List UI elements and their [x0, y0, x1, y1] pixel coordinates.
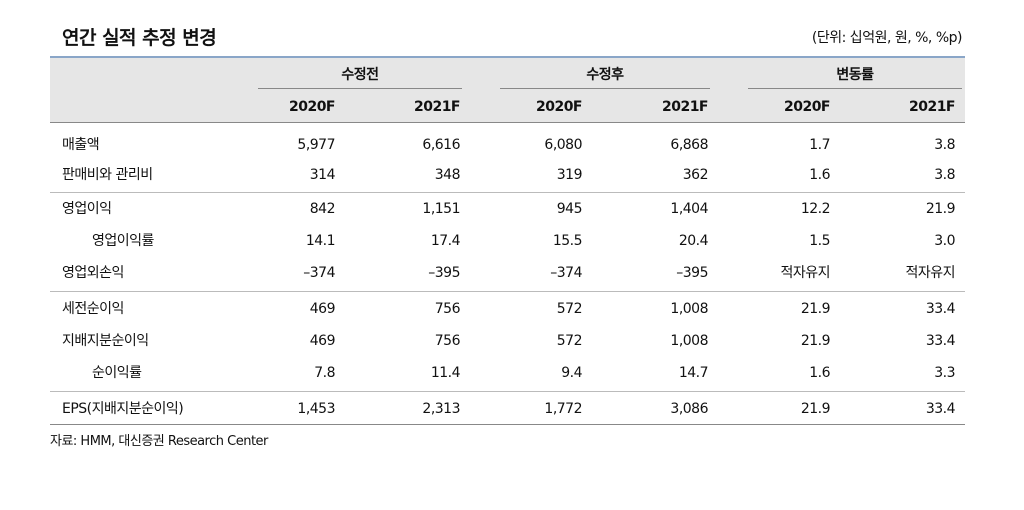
group-rule: [258, 88, 462, 89]
row-label: 영업이익: [62, 201, 112, 217]
row-rule: [50, 291, 965, 292]
cell: 적자유지: [780, 265, 830, 281]
cell: 11.4: [430, 365, 461, 381]
row-label: 영업외손익: [62, 265, 124, 281]
cell: 14.1: [305, 233, 336, 249]
cell: 33.4: [925, 333, 956, 349]
row-label: 영업이익률: [92, 233, 154, 249]
cell: 9.4: [561, 365, 582, 381]
year-header: 2020F: [535, 99, 583, 115]
cell: 적자유지: [905, 265, 955, 281]
cell: 3,086: [670, 401, 708, 417]
row-rule: [50, 192, 965, 193]
cell: 1,008: [670, 333, 708, 349]
cell: 17.4: [430, 233, 461, 249]
year-header: 2021F: [413, 99, 461, 115]
cell: 3.0: [934, 233, 955, 249]
cell: 945: [556, 201, 583, 217]
cell: 469: [309, 301, 336, 317]
cell: –374: [550, 265, 582, 281]
cell: 1.6: [809, 365, 830, 381]
cell: 2,313: [422, 401, 460, 417]
row-label: EPS(지배지분순이익): [62, 401, 184, 417]
cell: 1,772: [544, 401, 582, 417]
cell: 756: [434, 301, 461, 317]
cell: 21.9: [800, 333, 831, 349]
cell: 12.2: [800, 201, 831, 217]
cell: 7.8: [314, 365, 335, 381]
row-label: 지배지분순이익: [62, 333, 149, 349]
cell: 33.4: [925, 401, 956, 417]
cell: 842: [309, 201, 336, 217]
header-rule: [50, 122, 965, 123]
row-rule: [50, 391, 965, 392]
row-label: 판매비와 관리비: [62, 167, 153, 183]
cell: 1.7: [809, 137, 830, 153]
cell: 14.7: [678, 365, 709, 381]
source: 자료: HMM, 대신증권 Research Center: [50, 434, 268, 449]
cell: 314: [309, 167, 336, 183]
cell: 469: [309, 333, 336, 349]
year-header: 2021F: [661, 99, 709, 115]
title: 연간 실적 추정 변경: [62, 27, 217, 49]
cell: 15.5: [552, 233, 583, 249]
cell: 6,868: [670, 137, 708, 153]
year-header: 2021F: [908, 99, 956, 115]
cell: 6,080: [544, 137, 582, 153]
cell: 348: [434, 167, 461, 183]
cell: 3.8: [934, 167, 955, 183]
group-header: 수정후: [586, 67, 624, 83]
cell: 572: [556, 333, 583, 349]
cell: –374: [303, 265, 335, 281]
cell: 1,008: [670, 301, 708, 317]
cell: 3.8: [934, 137, 955, 153]
group-rule: [500, 88, 710, 89]
cell: 1.5: [809, 233, 830, 249]
cell: 756: [434, 333, 461, 349]
cell: 1.6: [809, 167, 830, 183]
group-rule: [748, 88, 962, 89]
cell: 572: [556, 301, 583, 317]
year-header: 2020F: [783, 99, 831, 115]
row-label: 순이익률: [92, 365, 142, 381]
cell: 21.9: [800, 401, 831, 417]
cell: 21.9: [800, 301, 831, 317]
group-header: 수정전: [341, 67, 379, 83]
top-rule: [50, 56, 965, 58]
year-header: 2020F: [288, 99, 336, 115]
cell: 6,616: [422, 137, 460, 153]
cell: 5,977: [297, 137, 335, 153]
row-label: 매출액: [62, 137, 100, 153]
cell: 1,404: [670, 201, 708, 217]
cell: 3.3: [934, 365, 955, 381]
header-band: [50, 57, 965, 122]
group-header: 변동률: [836, 67, 874, 83]
cell: –395: [676, 265, 708, 281]
cell: 319: [556, 167, 583, 183]
cell: –395: [428, 265, 460, 281]
cell: 1,453: [297, 401, 335, 417]
cell: 362: [682, 167, 709, 183]
bottom-rule: [50, 424, 965, 425]
cell: 20.4: [678, 233, 709, 249]
cell: 1,151: [422, 201, 460, 217]
row-label: 세전순이익: [62, 301, 124, 317]
unit-note: (단위: 십억원, 원, %, %p): [811, 30, 963, 46]
cell: 33.4: [925, 301, 956, 317]
cell: 21.9: [925, 201, 956, 217]
